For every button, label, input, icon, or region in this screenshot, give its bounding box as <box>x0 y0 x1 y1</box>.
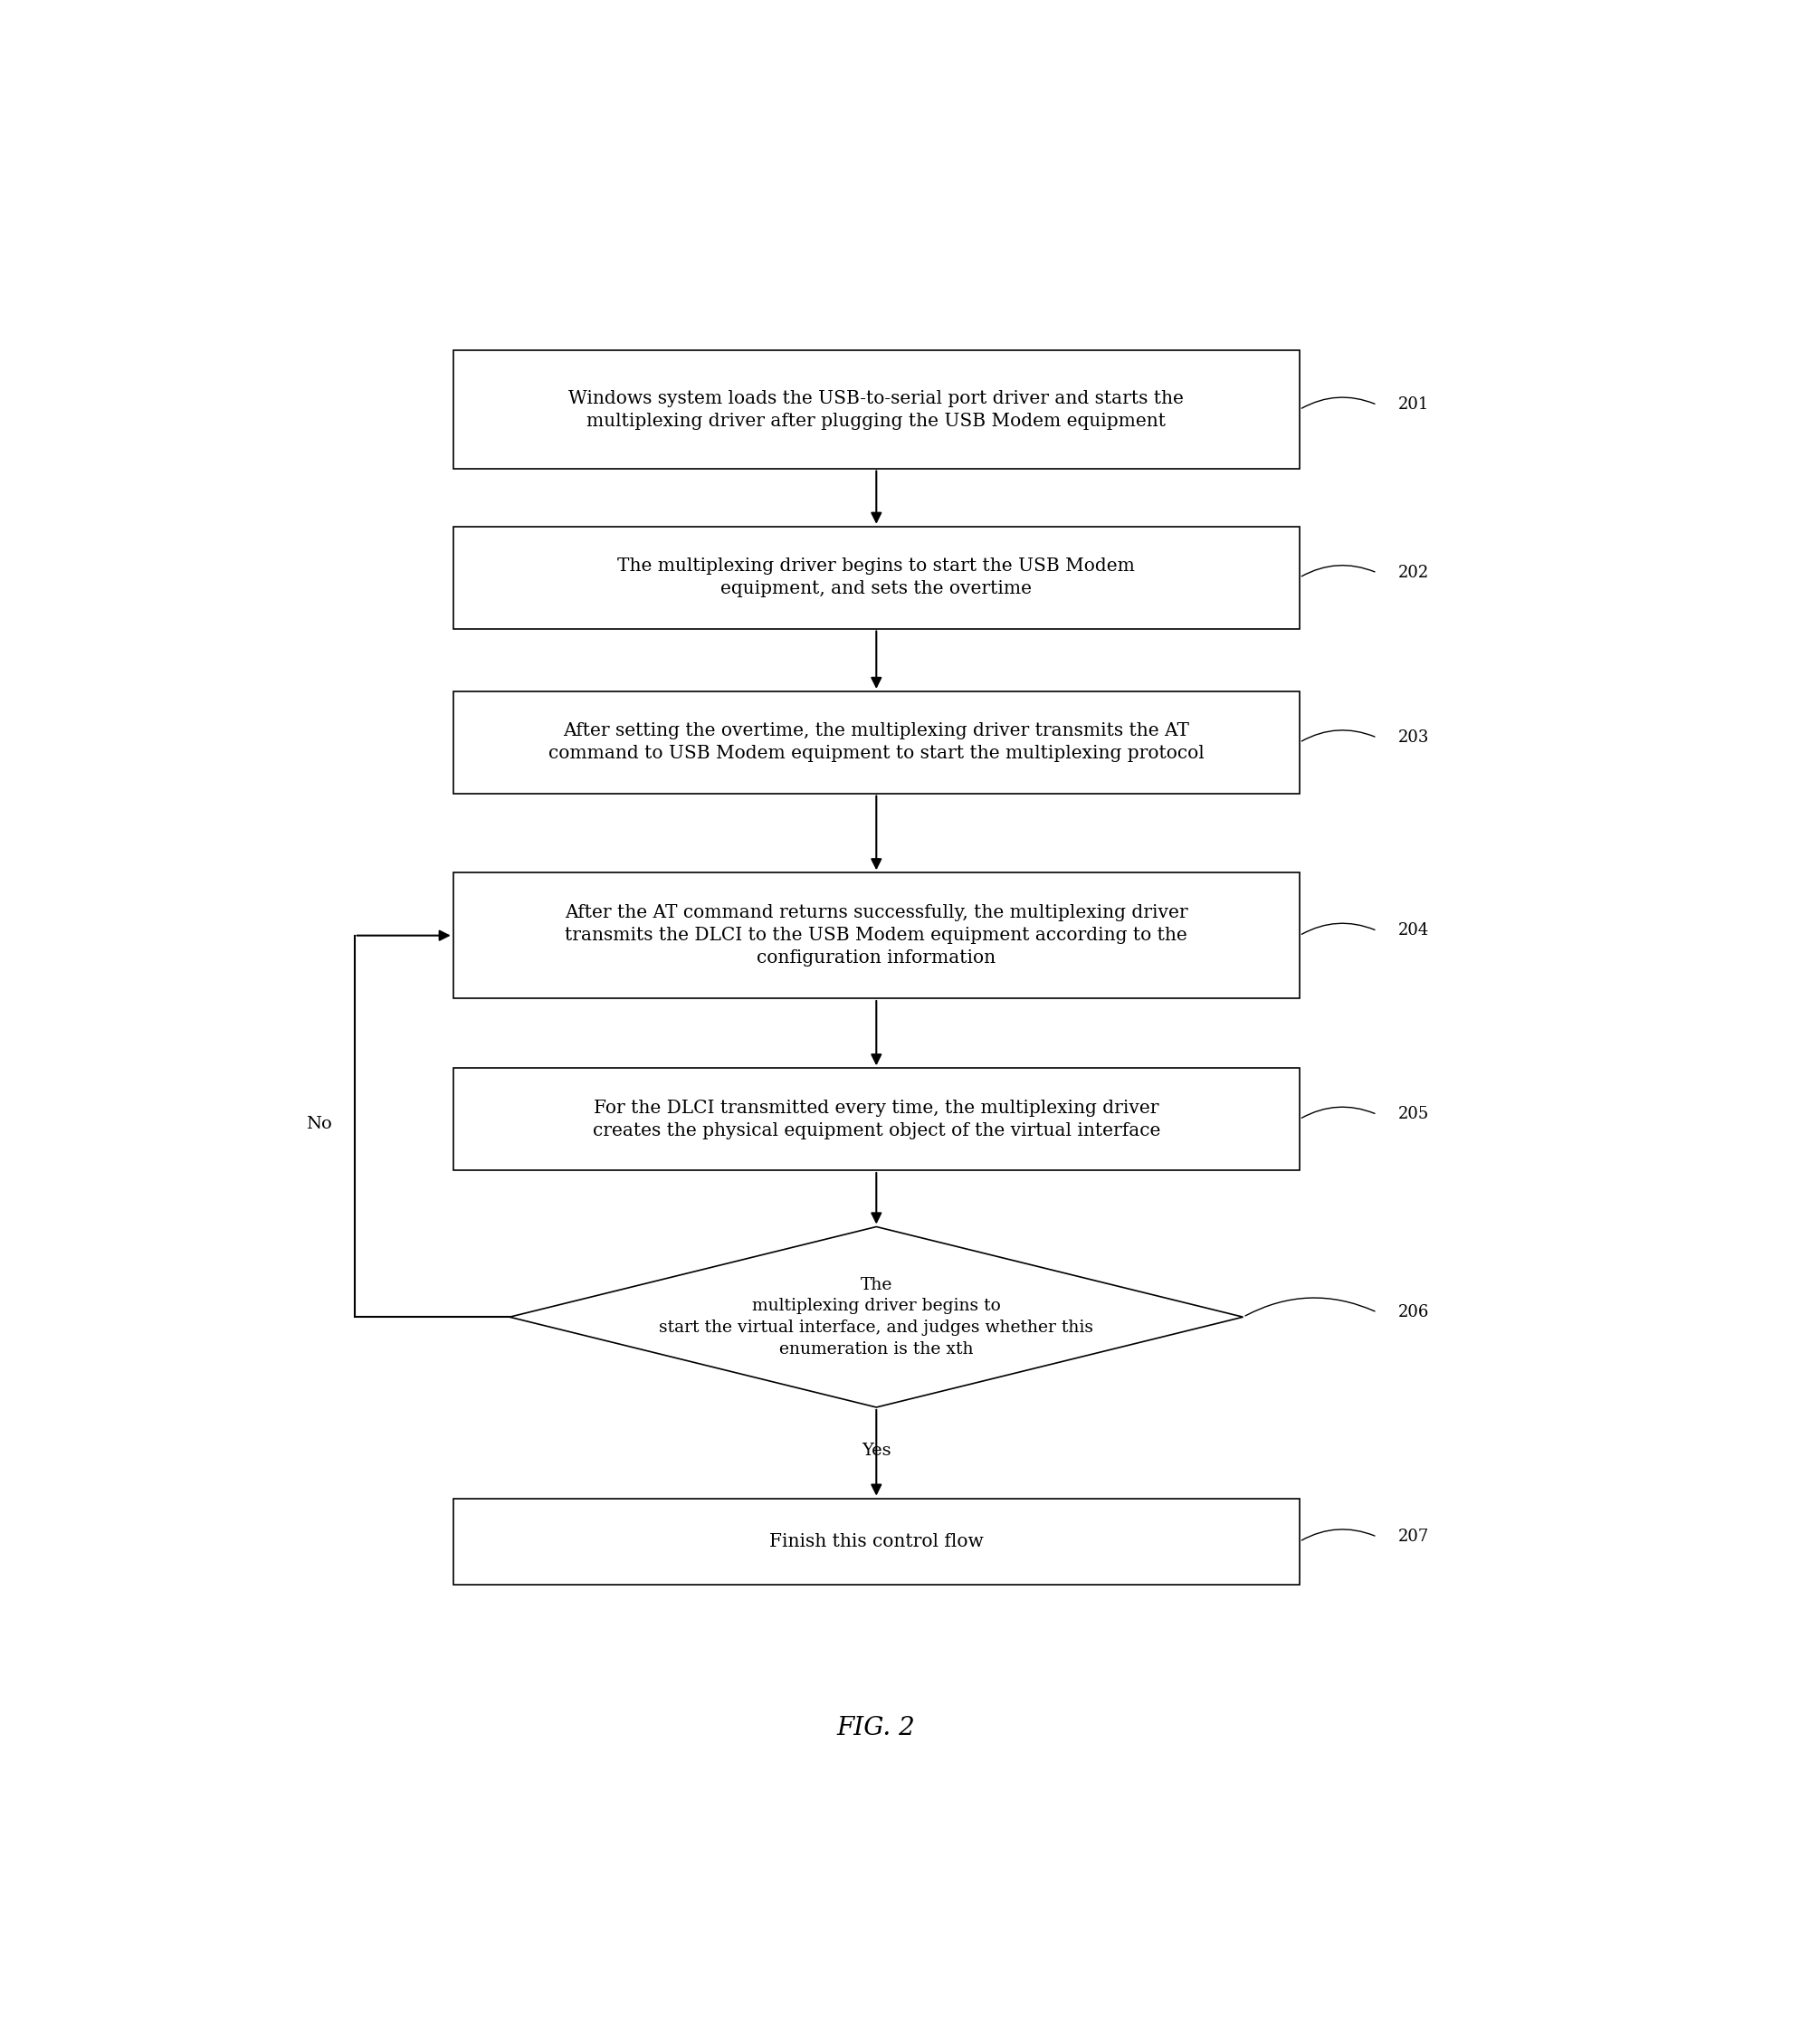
FancyBboxPatch shape <box>453 1068 1299 1170</box>
Text: After setting the overtime, the multiplexing driver transmits the AT
command to : After setting the overtime, the multiple… <box>548 722 1205 763</box>
FancyBboxPatch shape <box>453 351 1299 469</box>
FancyBboxPatch shape <box>453 1499 1299 1584</box>
Text: 201: 201 <box>1398 398 1429 414</box>
Text: 202: 202 <box>1398 565 1429 581</box>
Text: FIG. 2: FIG. 2 <box>837 1717 915 1741</box>
Polygon shape <box>510 1227 1243 1407</box>
FancyBboxPatch shape <box>453 691 1299 793</box>
Text: After the AT command returns successfully, the multiplexing driver
transmits the: After the AT command returns successfull… <box>564 903 1188 966</box>
Text: Finish this control flow: Finish this control flow <box>770 1533 983 1550</box>
Text: The multiplexing driver begins to start the USB Modem
equipment, and sets the ov: The multiplexing driver begins to start … <box>617 557 1136 597</box>
Text: For the DLCI transmitted every time, the multiplexing driver
creates the physica: For the DLCI transmitted every time, the… <box>593 1099 1159 1140</box>
FancyBboxPatch shape <box>453 526 1299 628</box>
Text: Windows system loads the USB-to-serial port driver and starts the
multiplexing d: Windows system loads the USB-to-serial p… <box>568 389 1185 430</box>
Text: No: No <box>306 1115 333 1132</box>
Text: 205: 205 <box>1398 1107 1429 1123</box>
Text: 203: 203 <box>1398 730 1429 746</box>
Text: 204: 204 <box>1398 922 1429 938</box>
FancyBboxPatch shape <box>453 873 1299 999</box>
Text: 206: 206 <box>1398 1305 1429 1321</box>
Text: The
multiplexing driver begins to
start the virtual interface, and judges whethe: The multiplexing driver begins to start … <box>659 1276 1094 1358</box>
Text: Yes: Yes <box>861 1442 892 1458</box>
Text: 207: 207 <box>1398 1529 1429 1546</box>
